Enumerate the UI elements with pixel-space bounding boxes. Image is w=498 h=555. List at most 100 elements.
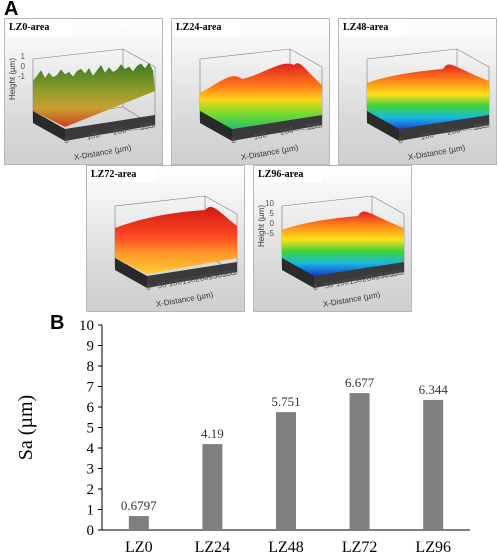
surface-title: LZ0-area: [7, 21, 73, 35]
x-tick-label: 50: [324, 280, 335, 291]
y-tick-label: 3: [87, 462, 95, 478]
x-tick-label: 100: [253, 130, 268, 142]
x-axis-title: X-Distance (µm): [240, 143, 299, 162]
z-tick-label: 1: [21, 52, 26, 61]
x-tick-label: 200: [194, 272, 209, 284]
y-tick-label: 6: [87, 400, 95, 416]
y-tick-label: 2: [87, 482, 95, 498]
surface-plot-lz24: LZ24-area 0 100 200 300 X-Distance (µm): [171, 18, 330, 165]
x-tick-label: 150: [348, 275, 363, 287]
x-tick-label: 200: [279, 125, 294, 137]
x-axis-title: X-Distance (µm): [73, 143, 132, 162]
bar-lz96: [423, 399, 444, 530]
surface-mesh: [282, 211, 404, 278]
surface-side: [115, 258, 147, 288]
surface-side: [282, 258, 314, 288]
surface-graphic: 0 100 200 300 X-Distance (µm): [366, 48, 490, 162]
x-tick-label: 100: [335, 277, 350, 289]
y-tick-label: 4: [87, 441, 95, 457]
x-tick-label: LZ72: [342, 539, 378, 555]
panel-b-label: B: [50, 312, 65, 334]
bar-value-label: 6.677: [345, 375, 375, 390]
bar-lz48: [276, 412, 296, 530]
y-tick-label: 1: [87, 503, 95, 519]
surface-side: [367, 111, 399, 141]
surface-plot-lz72: LZ72-area 0 50 100 150 200 250 300 X-Distance (…: [86, 165, 245, 312]
surface-mesh: [367, 64, 489, 131]
surface-plot-lz96: LZ96-area 10 5 0 -5 0 50 100 150 200 250 300 X-Dist…: [253, 165, 412, 312]
x-axis-title: X-Distance (µm): [155, 290, 214, 309]
surface-side: [399, 115, 489, 141]
surface-side: [65, 115, 155, 141]
y-tick-label: 9: [87, 339, 95, 355]
z-tick-label: -1: [18, 72, 26, 81]
surface-mesh: [115, 206, 237, 274]
z-axis-title: Height (µm): [8, 58, 17, 100]
x-tick-label: 300: [139, 121, 154, 133]
y-axis-title: Sa (µm): [15, 395, 37, 460]
x-tick-label: 250: [375, 270, 390, 282]
z-tick-label: 10: [265, 199, 274, 208]
x-tick-label: 300: [306, 121, 321, 133]
x-tick-label: 200: [446, 125, 461, 137]
x-tick-label: LZ24: [195, 539, 231, 555]
x-tick-label: 100: [86, 130, 101, 142]
panel-a-label: A: [4, 0, 19, 20]
x-tick-label: 300: [221, 268, 236, 280]
y-tick-label: 10: [79, 318, 94, 334]
surface-side: [33, 111, 65, 141]
x-tick-label: 150: [181, 275, 196, 287]
x-tick-label: 50: [157, 280, 168, 291]
x-tick-label: 300: [473, 121, 488, 133]
bar-value-label: 0.6797: [121, 498, 157, 513]
z-tick-label: 5: [270, 209, 275, 218]
x-tick-label: LZ48: [268, 539, 304, 555]
z-tick-label: 0: [21, 62, 26, 71]
surface-plot-lz0: LZ0-area 1 0 -1 0 100 200 300 X-Distance (µm) He…: [4, 18, 163, 165]
x-tick-label: 0: [397, 136, 404, 146]
surface-title: LZ24-area: [174, 21, 240, 35]
x-tick-label: LZ96: [415, 539, 451, 555]
surface-title: LZ72-area: [89, 168, 155, 182]
x-tick-label: 100: [168, 277, 183, 289]
x-tick-label: 200: [361, 272, 376, 284]
z-tick-label: -5: [267, 229, 275, 238]
x-tick-label: 0: [230, 136, 237, 146]
bar-value-label: 5.751: [271, 394, 300, 409]
x-tick-label: 100: [420, 130, 435, 142]
y-tick-label: 5: [87, 421, 95, 437]
bar-lz24: [202, 444, 223, 530]
surface-mesh: [33, 62, 155, 127]
y-tick-label: 7: [87, 380, 95, 396]
surface-side: [200, 111, 232, 141]
x-tick-label: 250: [208, 270, 223, 282]
surface-title: LZ96-area: [256, 168, 322, 182]
bar-chart: 0 1 2 3 4 5 6 7 8 9 10 Sa (µm) 0.6797 LZ0 4.19 LZ24 5.75…: [15, 318, 470, 555]
x-axis-title: X-Distance (µm): [322, 290, 381, 309]
y-tick-label: 8: [87, 359, 95, 375]
x-tick-label: 0: [312, 283, 319, 293]
surface-side: [314, 262, 404, 288]
surface-graphic: 0 100 200 300 X-Distance (µm): [199, 48, 323, 162]
surface-side: [147, 262, 237, 288]
z-axis-title: Height (µm): [257, 205, 266, 247]
surface-title: LZ48-area: [341, 21, 407, 35]
x-tick-label: 300: [388, 268, 403, 280]
bar-lz72: [349, 393, 370, 530]
bar-lz0: [128, 516, 149, 530]
surface-plot-lz48: LZ48-area 0 100 200 300 X-Distance (µm): [338, 18, 497, 165]
bar-value-label: 6.344: [419, 382, 449, 397]
x-tick-label: 0: [63, 136, 70, 146]
z-tick-label: 0: [270, 219, 275, 228]
y-tick-label: 0: [87, 523, 95, 539]
surface-side: [232, 115, 322, 141]
x-tick-label: 200: [112, 125, 127, 137]
x-axis-title: X-Distance (µm): [407, 143, 466, 162]
x-tick-label: 0: [145, 283, 152, 293]
surface-mesh: [200, 63, 322, 129]
bar-value-label: 4.19: [201, 426, 224, 441]
x-tick-label: LZ0: [125, 539, 153, 555]
